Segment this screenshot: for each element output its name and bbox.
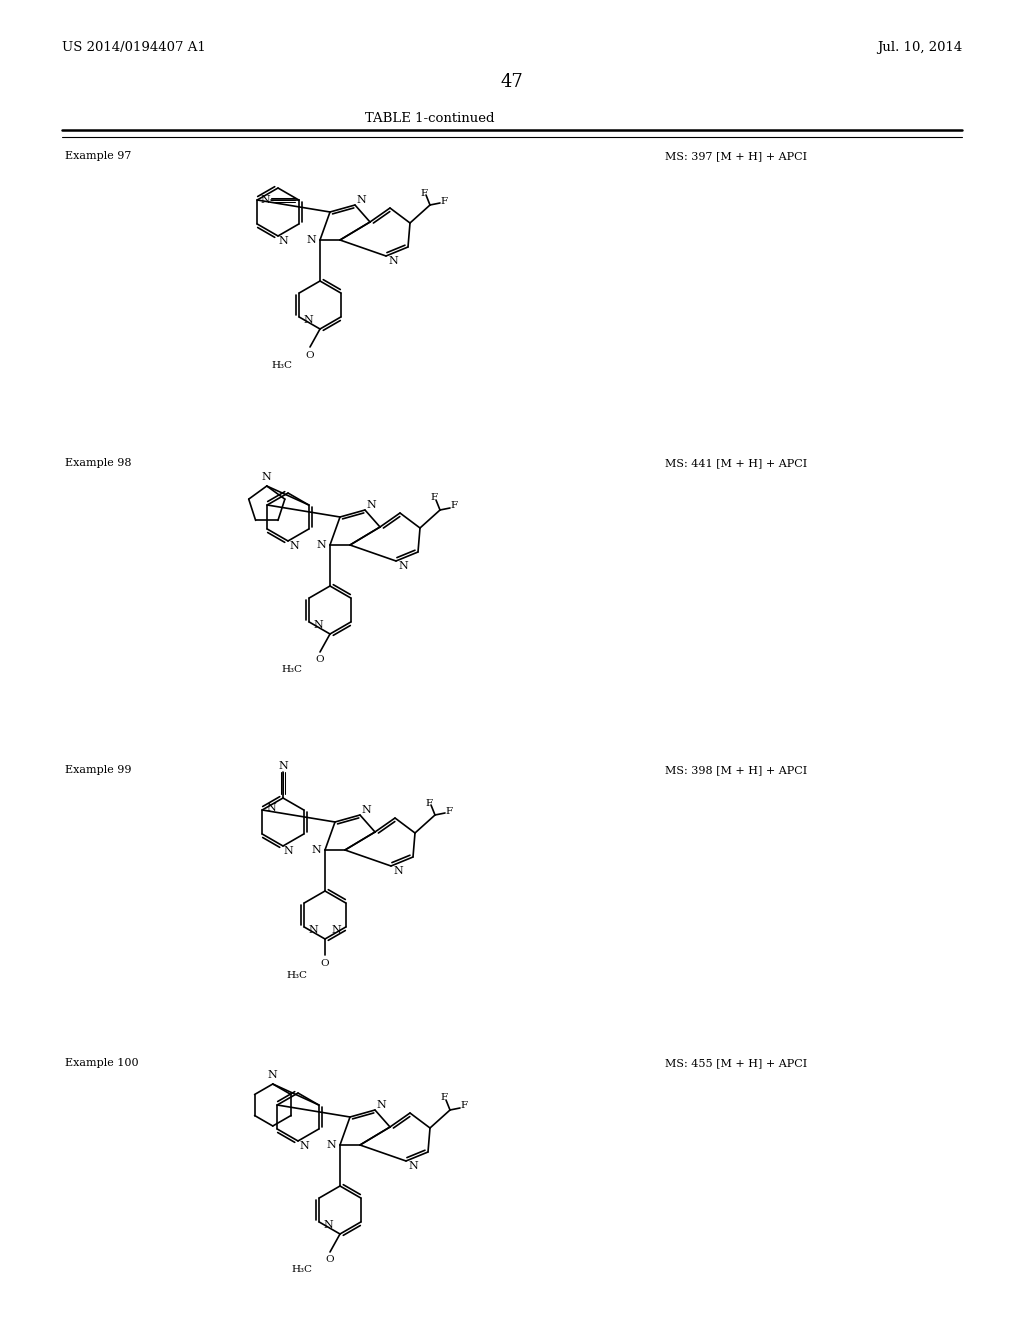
Text: N: N [279,236,288,246]
Text: F: F [430,494,437,503]
Text: Example 99: Example 99 [65,766,131,775]
Text: N: N [398,561,408,572]
Text: N: N [268,1071,278,1080]
Text: US 2014/0194407 A1: US 2014/0194407 A1 [62,41,206,54]
Text: MS: 398 [M + H] + APCI: MS: 398 [M + H] + APCI [665,766,807,775]
Text: N: N [303,315,313,325]
Text: 47: 47 [501,73,523,91]
Text: N: N [376,1100,386,1110]
Text: N: N [388,256,398,267]
Text: MS: 455 [M + H] + APCI: MS: 455 [M + H] + APCI [665,1059,807,1068]
Text: TABLE 1-continued: TABLE 1-continued [366,111,495,124]
Text: F: F [425,799,432,808]
Text: N: N [332,925,342,935]
Text: Example 98: Example 98 [65,458,131,469]
Text: O: O [315,656,325,664]
Text: O: O [326,1255,334,1265]
Text: N: N [367,500,376,510]
Text: N: N [262,473,271,482]
Text: MS: 397 [M + H] + APCI: MS: 397 [M + H] + APCI [665,150,807,161]
Text: F: F [461,1101,468,1110]
Text: H₃C: H₃C [281,665,302,675]
Text: N: N [326,1140,336,1150]
Text: N: N [361,805,371,814]
Text: N: N [266,803,276,813]
Text: N: N [289,541,299,550]
Text: N: N [313,620,324,630]
Text: N: N [306,235,315,246]
Text: F: F [440,197,447,206]
Text: N: N [316,540,326,550]
Text: F: F [440,1093,447,1102]
Text: H₃C: H₃C [286,970,307,979]
Text: N: N [279,762,288,771]
Text: N: N [356,195,366,205]
Text: N: N [308,925,318,935]
Text: N: N [409,1162,418,1171]
Text: Example 100: Example 100 [65,1059,138,1068]
Text: N: N [311,845,321,855]
Text: O: O [321,958,330,968]
Text: Jul. 10, 2014: Jul. 10, 2014 [877,41,962,54]
Text: F: F [451,502,458,511]
Text: F: F [445,807,453,816]
Text: H₃C: H₃C [271,360,292,370]
Text: N: N [324,1220,333,1230]
Text: O: O [306,351,314,359]
Text: N: N [283,846,293,855]
Text: H₃C: H₃C [291,1266,312,1275]
Text: N: N [299,1140,309,1151]
Text: MS: 441 [M + H] + APCI: MS: 441 [M + H] + APCI [665,458,807,469]
Text: F: F [421,189,428,198]
Text: N: N [393,866,402,876]
Text: Example 97: Example 97 [65,150,131,161]
Text: N: N [261,195,270,205]
